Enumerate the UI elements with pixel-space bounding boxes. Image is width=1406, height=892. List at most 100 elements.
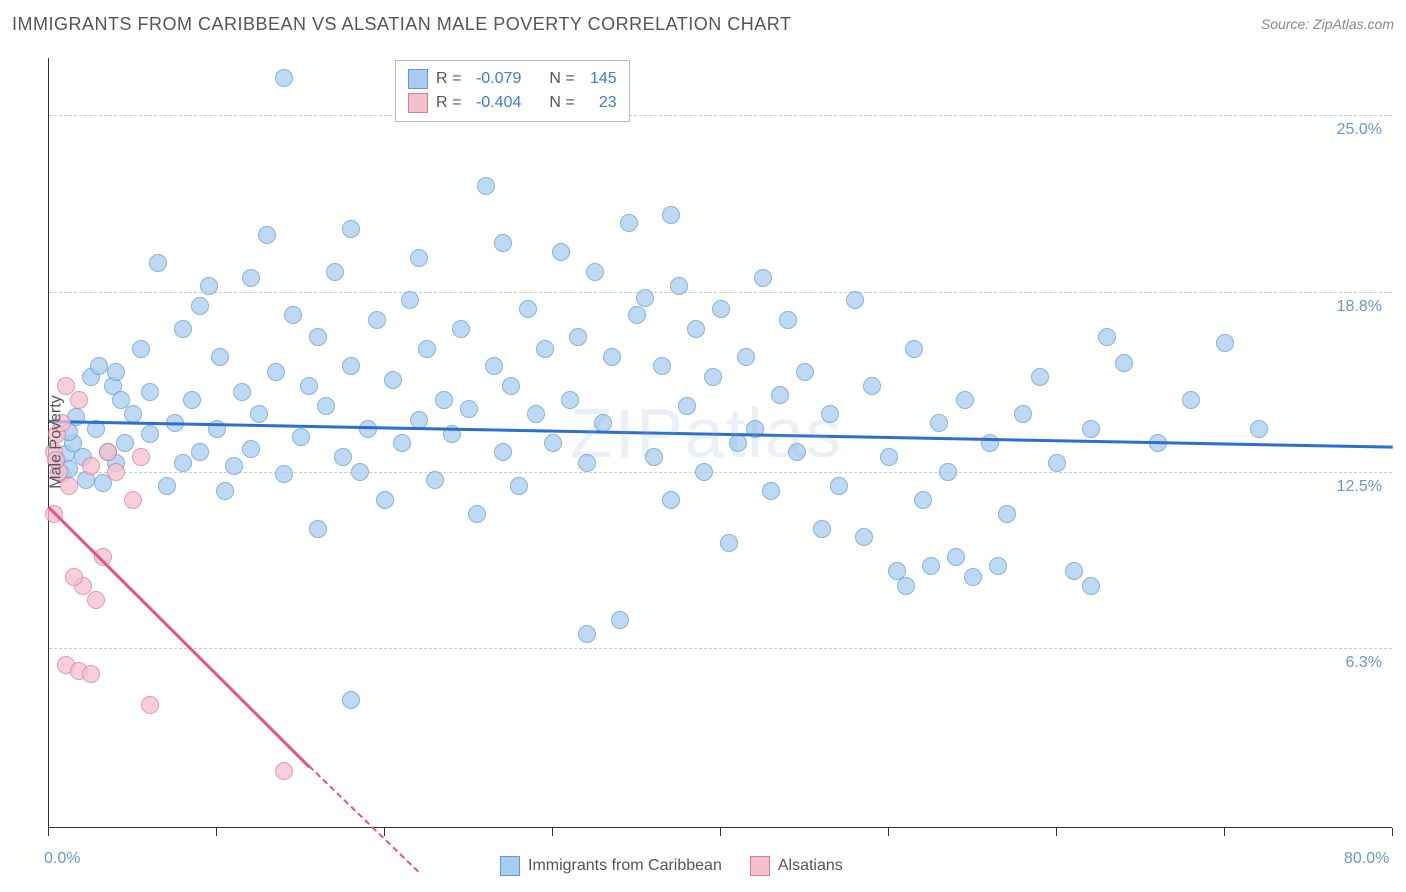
data-point (267, 363, 285, 381)
data-point (981, 434, 999, 452)
data-point (90, 357, 108, 375)
data-point (368, 311, 386, 329)
legend-swatch (500, 856, 520, 876)
data-point (578, 454, 596, 472)
data-point (1082, 420, 1100, 438)
data-point (158, 477, 176, 495)
data-point (956, 391, 974, 409)
data-point (211, 348, 229, 366)
data-point (712, 300, 730, 318)
data-point (351, 463, 369, 481)
data-point (989, 557, 1007, 575)
data-point (317, 397, 335, 415)
x-tick (48, 828, 49, 836)
data-point (930, 414, 948, 432)
x-tick (1224, 828, 1225, 836)
data-point (233, 383, 251, 401)
data-point (342, 220, 360, 238)
data-point (191, 297, 209, 315)
r-label: R = (436, 94, 461, 112)
y-tick-label: 12.5% (1322, 478, 1382, 496)
x-tick (1056, 828, 1057, 836)
data-point (258, 226, 276, 244)
legend-swatch (408, 69, 428, 89)
data-point (510, 477, 528, 495)
data-point (141, 425, 159, 443)
data-point (250, 405, 268, 423)
data-point (70, 391, 88, 409)
data-point (536, 340, 554, 358)
data-point (914, 491, 932, 509)
x-tick (552, 828, 553, 836)
data-point (947, 548, 965, 566)
data-point (393, 434, 411, 452)
legend-stats-row: R = -0.079N = 145 (408, 67, 617, 91)
chart-title: IMMIGRANTS FROM CARIBBEAN VS ALSATIAN MA… (12, 14, 791, 35)
gridline (49, 472, 1392, 473)
data-point (695, 463, 713, 481)
data-point (242, 269, 260, 287)
data-point (107, 363, 125, 381)
data-point (603, 348, 621, 366)
data-point (662, 206, 680, 224)
data-point (410, 249, 428, 267)
data-point (821, 405, 839, 423)
data-point (191, 443, 209, 461)
data-point (720, 534, 738, 552)
data-point (132, 448, 150, 466)
data-point (1031, 368, 1049, 386)
data-point (762, 482, 780, 500)
n-label: N = (549, 70, 574, 88)
data-point (998, 505, 1016, 523)
data-point (452, 320, 470, 338)
y-axis-label: Male Poverty (48, 395, 66, 488)
data-point (275, 762, 293, 780)
data-point (964, 568, 982, 586)
data-point (863, 377, 881, 395)
data-point (292, 428, 310, 446)
source-label: Source: ZipAtlas.com (1261, 16, 1394, 32)
y-tick-label: 18.8% (1322, 298, 1382, 316)
data-point (527, 405, 545, 423)
data-point (82, 457, 100, 475)
legend-series: Immigrants from CaribbeanAlsatians (500, 856, 843, 876)
n-label: N = (549, 94, 574, 112)
data-point (578, 625, 596, 643)
data-point (905, 340, 923, 358)
data-point (87, 591, 105, 609)
r-label: R = (436, 70, 461, 88)
data-point (1182, 391, 1200, 409)
data-point (704, 368, 722, 386)
data-point (225, 457, 243, 475)
trend-line (48, 506, 310, 767)
data-point (653, 357, 671, 375)
data-point (645, 448, 663, 466)
data-point (788, 443, 806, 461)
legend-series-label: Alsatians (778, 857, 843, 875)
data-point (300, 377, 318, 395)
data-point (275, 465, 293, 483)
data-point (309, 328, 327, 346)
data-point (174, 454, 192, 472)
data-point (922, 557, 940, 575)
data-point (813, 520, 831, 538)
data-point (376, 491, 394, 509)
n-value: 145 (583, 70, 617, 88)
data-point (468, 505, 486, 523)
data-point (242, 440, 260, 458)
data-point (628, 306, 646, 324)
gridline (49, 648, 1392, 649)
data-point (426, 471, 444, 489)
data-point (124, 491, 142, 509)
data-point (107, 463, 125, 481)
data-point (594, 414, 612, 432)
data-point (435, 391, 453, 409)
x-max-label: 80.0% (1344, 850, 1389, 868)
x-min-label: 0.0% (44, 850, 80, 868)
plot-area (48, 58, 1392, 828)
gridline (49, 115, 1392, 116)
x-tick (384, 828, 385, 836)
data-point (460, 400, 478, 418)
data-point (99, 443, 117, 461)
data-point (141, 696, 159, 714)
